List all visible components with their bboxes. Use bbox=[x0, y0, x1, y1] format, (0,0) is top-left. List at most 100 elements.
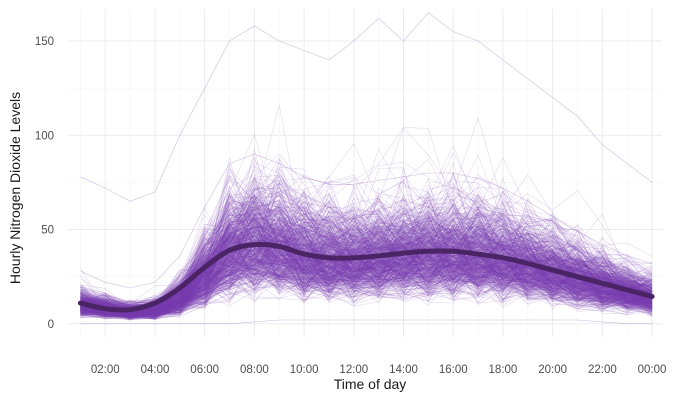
profile-line bbox=[80, 228, 653, 318]
profile-line bbox=[80, 234, 653, 315]
profile-line bbox=[80, 246, 653, 317]
x-tick-label: 16:00 bbox=[439, 364, 468, 376]
profile-line bbox=[80, 242, 653, 317]
profile-line bbox=[80, 211, 653, 316]
profile-line bbox=[80, 203, 653, 313]
profile-line bbox=[80, 220, 653, 309]
profile-line bbox=[80, 250, 653, 317]
profile-line bbox=[80, 233, 653, 318]
profile-line bbox=[80, 252, 653, 318]
profile-line bbox=[80, 203, 653, 311]
profile-line bbox=[80, 239, 653, 316]
profile-line bbox=[80, 229, 653, 317]
profile-line bbox=[80, 267, 653, 317]
profile-line bbox=[80, 225, 653, 312]
profile-line bbox=[80, 244, 653, 317]
profile-line bbox=[80, 241, 653, 314]
profile-line bbox=[80, 268, 653, 316]
profile-line bbox=[80, 238, 653, 320]
profile-line bbox=[80, 248, 653, 318]
profile-line bbox=[80, 218, 653, 319]
profile-line bbox=[80, 238, 653, 316]
profile-line bbox=[80, 268, 653, 315]
profile-line bbox=[80, 251, 653, 319]
profile-line bbox=[80, 225, 653, 315]
profile-line bbox=[80, 200, 653, 310]
profile-line bbox=[80, 204, 653, 307]
profile-line bbox=[80, 185, 653, 313]
profile-line bbox=[80, 268, 653, 319]
profile-line bbox=[80, 225, 653, 318]
profile-line bbox=[80, 219, 653, 319]
profile-line bbox=[80, 252, 653, 315]
profile-line bbox=[80, 222, 653, 314]
profile-line bbox=[80, 251, 653, 318]
profile-line bbox=[80, 201, 653, 309]
profile-line bbox=[80, 221, 653, 315]
profile-line bbox=[80, 243, 653, 314]
profile-line bbox=[80, 218, 653, 311]
profile-line bbox=[80, 230, 653, 312]
profile-line bbox=[80, 255, 653, 315]
profile-line bbox=[80, 231, 653, 315]
profile-line bbox=[80, 212, 653, 317]
profile-line bbox=[80, 207, 653, 315]
profile-line bbox=[80, 227, 653, 311]
profile-line bbox=[80, 248, 653, 320]
profile-line bbox=[80, 217, 653, 316]
profile-line bbox=[80, 255, 653, 317]
profile-line bbox=[80, 232, 653, 312]
profile-line bbox=[80, 210, 653, 309]
profile-line bbox=[80, 257, 653, 317]
profile-line bbox=[80, 224, 653, 318]
profile-line bbox=[80, 265, 653, 318]
profile-line bbox=[80, 161, 653, 311]
x-tick-label: 00:00 bbox=[638, 364, 667, 376]
profile-line bbox=[80, 206, 653, 315]
profile-line bbox=[80, 263, 653, 320]
profile-line bbox=[80, 202, 653, 311]
profile-line bbox=[80, 218, 653, 314]
profile-line bbox=[80, 253, 653, 319]
profile-line bbox=[80, 199, 653, 310]
profile-line bbox=[80, 260, 653, 317]
profile-line bbox=[80, 239, 653, 319]
profile-line bbox=[80, 166, 653, 316]
profile-line bbox=[80, 231, 653, 312]
profile-line bbox=[80, 226, 653, 314]
profile-line bbox=[80, 277, 653, 320]
profile-line bbox=[80, 209, 653, 306]
profile-line bbox=[80, 226, 653, 309]
profile-line bbox=[80, 189, 653, 310]
profile-line bbox=[80, 245, 653, 314]
profile-line bbox=[80, 253, 653, 319]
profile-line bbox=[80, 215, 653, 311]
y-tick-label: 150 bbox=[35, 36, 54, 48]
profile-line bbox=[80, 179, 653, 304]
profile-line bbox=[80, 240, 653, 318]
profile-line bbox=[80, 193, 653, 307]
profile-line bbox=[80, 210, 653, 309]
profile-line bbox=[80, 245, 653, 313]
profile-line bbox=[80, 263, 653, 316]
profile-line bbox=[80, 211, 653, 310]
profile-line bbox=[80, 224, 653, 315]
profile-line bbox=[80, 215, 653, 313]
profile-line bbox=[80, 221, 653, 310]
profile-line bbox=[80, 231, 653, 314]
profile-line bbox=[80, 160, 653, 314]
profile-line bbox=[80, 240, 653, 311]
profile-line bbox=[80, 259, 653, 315]
profile-line bbox=[80, 248, 653, 316]
profile-line bbox=[80, 249, 653, 318]
profile-line bbox=[80, 251, 653, 314]
profile-line bbox=[80, 190, 653, 311]
profile-line bbox=[80, 254, 653, 317]
profile-line bbox=[80, 214, 653, 319]
y-tick-label: 100 bbox=[35, 130, 54, 142]
profile-line bbox=[80, 242, 653, 318]
profile-line bbox=[80, 233, 653, 314]
profile-line bbox=[80, 217, 653, 318]
profile-line bbox=[80, 230, 653, 318]
